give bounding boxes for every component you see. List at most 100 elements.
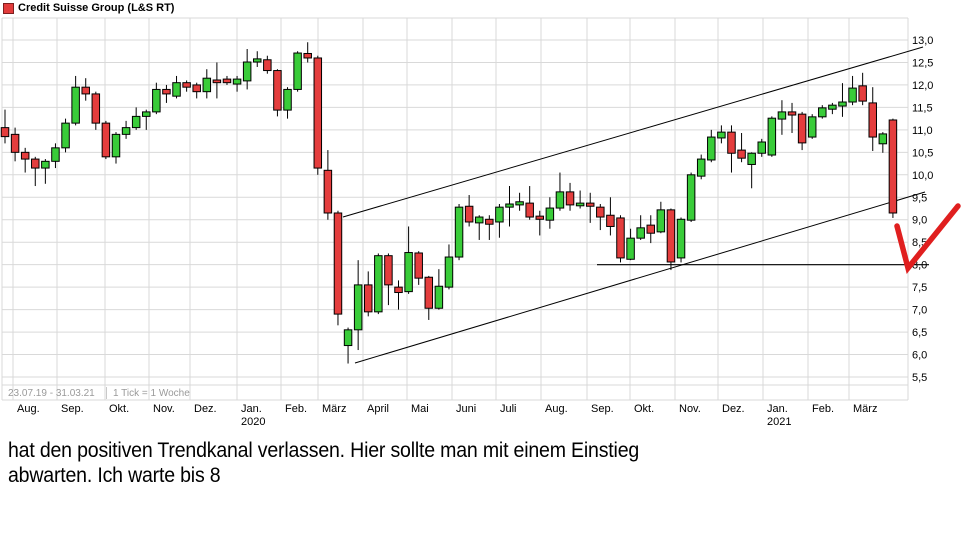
candle	[666, 208, 676, 271]
candle	[505, 186, 514, 227]
candle-body-down	[162, 88, 171, 95]
candle-body-down	[323, 169, 333, 214]
candle	[565, 182, 575, 211]
candle	[868, 87, 877, 151]
candle-body-up	[747, 152, 756, 165]
candle-body-down	[616, 217, 625, 259]
candle	[323, 150, 333, 220]
candle	[525, 186, 534, 220]
candle	[192, 82, 201, 99]
candle-body-up	[131, 115, 141, 129]
candle-body-up	[545, 207, 555, 221]
candle	[20, 147, 30, 173]
candle	[747, 152, 756, 189]
candle	[353, 260, 363, 351]
candle	[848, 75, 857, 106]
candle	[838, 83, 847, 117]
red-trend-arrow	[894, 203, 961, 274]
candle	[384, 253, 393, 306]
candle-body-up	[717, 131, 726, 139]
chart-legend: Credit Suisse Group (L&S RT)	[3, 2, 174, 14]
x-axis-month-label: Mai	[411, 403, 429, 415]
x-axis-month-label: März	[853, 403, 877, 415]
candle	[535, 210, 545, 236]
y-axis-label: 10,5	[912, 147, 933, 159]
candle	[757, 138, 766, 157]
series-title: Credit Suisse Group (L&S RT)	[18, 2, 175, 14]
y-axis-label: 9,0	[912, 215, 927, 227]
candle	[454, 204, 464, 261]
status-divider	[106, 387, 107, 399]
candle	[333, 210, 343, 326]
candle	[212, 62, 222, 99]
candle-body-up	[495, 206, 504, 223]
candle	[828, 102, 837, 115]
candle	[273, 69, 282, 117]
candle-body-up	[838, 101, 847, 107]
y-axis-label: 12,0	[912, 80, 933, 92]
candle-body-up	[253, 58, 262, 63]
y-axis-label: 7,5	[912, 282, 927, 294]
candle	[434, 269, 444, 310]
candle-body-up	[374, 255, 383, 313]
candle-body-down	[596, 206, 605, 218]
x-axis-year-label: 2020	[241, 416, 265, 428]
x-axis-month-label: Jan.	[241, 403, 262, 415]
candle-body-up	[575, 202, 585, 207]
candle	[555, 172, 565, 211]
candle-body-up	[172, 82, 181, 97]
candle-body-up	[242, 61, 252, 82]
candle-body-up	[656, 209, 666, 233]
x-axis-month-label: Okt.	[634, 403, 654, 415]
candle	[424, 275, 434, 320]
candle	[777, 100, 787, 135]
candle	[283, 87, 292, 119]
candle-body-down	[858, 85, 867, 102]
candle	[263, 55, 272, 74]
candle-body-up	[777, 111, 787, 120]
candle-body-down	[81, 86, 90, 95]
candle-body-down	[797, 113, 807, 144]
candle-body-up	[454, 206, 464, 258]
candle-body-up	[707, 136, 716, 161]
candle-body-down	[868, 102, 877, 138]
candle-body-down	[0, 127, 10, 138]
candle-body-up	[404, 252, 413, 293]
candle-body-up	[848, 87, 857, 103]
status-bar: 23.07.19 - 31.03.21 1 Tick = 1 Woche	[8, 387, 190, 399]
x-axis-month-label: Jan.	[767, 403, 788, 415]
x-axis-month-label: Feb.	[812, 403, 834, 415]
candle-body-up	[232, 78, 242, 85]
candle	[313, 55, 323, 175]
x-axis-month-label: Nov.	[153, 403, 175, 415]
candle	[888, 118, 898, 218]
candle-body-down	[737, 149, 746, 159]
candle	[444, 244, 454, 290]
candle-body-down	[585, 202, 595, 207]
candle-body-up	[142, 111, 151, 117]
candle-body-down	[303, 52, 312, 59]
candle	[131, 107, 141, 130]
candle-body-up	[767, 117, 777, 156]
candle-body-up	[61, 122, 70, 149]
candle-body-up	[676, 218, 686, 259]
candle-body-down	[727, 131, 736, 154]
x-axis-month-label: März	[322, 403, 346, 415]
candle	[656, 201, 666, 234]
candle	[464, 195, 474, 227]
candle	[91, 91, 101, 130]
candle	[303, 42, 312, 63]
candle	[0, 109, 10, 144]
candle-body-up	[283, 88, 292, 111]
y-axis-label: 6,5	[912, 327, 927, 339]
candle-body-down	[182, 82, 191, 88]
candle	[71, 75, 80, 126]
candle-body-down	[363, 284, 373, 313]
candle-body-up	[51, 147, 60, 162]
candle	[404, 226, 413, 294]
y-axis-label: 10,0	[912, 170, 933, 182]
candle-body-up	[626, 237, 635, 260]
candle	[717, 125, 726, 144]
user-annotation-text: hat den positiven Trendkanal verlassen. …	[8, 438, 639, 488]
